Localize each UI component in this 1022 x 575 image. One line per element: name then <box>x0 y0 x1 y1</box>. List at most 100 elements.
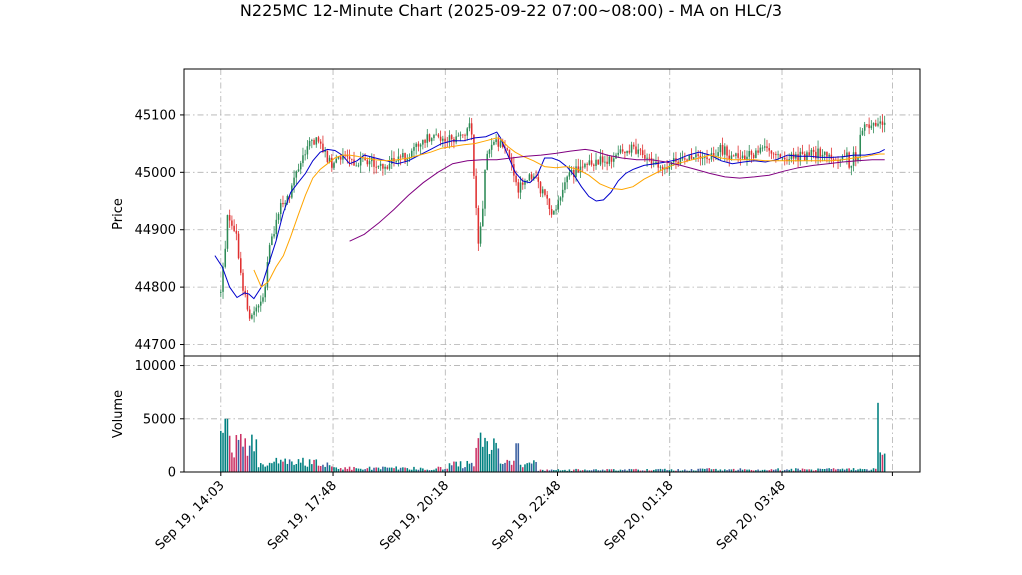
volume-bar <box>803 469 806 472</box>
candle-body <box>619 149 622 153</box>
candle-body <box>317 137 320 142</box>
volume-bar <box>812 470 815 472</box>
volume-bar <box>695 470 697 472</box>
volume-bar <box>559 470 562 472</box>
candle-body <box>803 153 806 161</box>
volume-bar <box>410 469 413 472</box>
volume-bar <box>632 469 635 472</box>
candle-body <box>271 236 273 246</box>
candle-body <box>701 157 704 159</box>
candle-body <box>630 144 633 153</box>
candle-body <box>257 305 260 308</box>
candle-body <box>484 169 486 209</box>
candle-body <box>863 124 866 131</box>
candle-body <box>732 155 735 157</box>
volume-bar <box>755 470 757 472</box>
volume-bar <box>677 469 679 472</box>
volume-bar <box>875 468 877 472</box>
volume-bar <box>857 469 859 472</box>
candle-body <box>866 124 868 126</box>
candle-body <box>530 174 533 179</box>
volume-bar <box>404 467 406 472</box>
volume-bar <box>417 469 420 472</box>
volume-bar <box>819 468 822 472</box>
candle-body <box>697 154 699 156</box>
volume-bar <box>843 469 846 472</box>
candle-body <box>515 175 517 183</box>
candle-body <box>473 134 475 176</box>
candle-body <box>761 147 764 149</box>
volume-bar <box>424 469 426 472</box>
volume-bar <box>870 469 873 472</box>
volume-bar <box>386 467 389 472</box>
volume-bar <box>601 469 604 472</box>
volume-bar <box>430 470 433 472</box>
candle-body <box>812 149 815 152</box>
candle-body <box>466 128 469 136</box>
volume-bar <box>761 469 764 472</box>
candle-body <box>681 158 684 160</box>
candle-body <box>488 149 491 154</box>
candle-body <box>624 151 626 154</box>
candle-body <box>659 166 662 168</box>
candle-body <box>508 149 511 159</box>
volume-bar <box>486 441 489 472</box>
volume-bar <box>593 469 595 472</box>
volume-bar <box>364 469 366 472</box>
volume-bar <box>288 459 291 472</box>
candle-body <box>333 162 335 168</box>
x-axis-ticks: Sep 19, 14:03 Sep 19, 17:48 Sep 19, 20:18 S… <box>153 472 893 553</box>
volume-bar <box>788 469 790 472</box>
candle-body <box>546 194 548 199</box>
volume-bar <box>732 468 735 472</box>
candle-body <box>724 146 726 155</box>
volume-bar <box>715 468 717 472</box>
candle-body <box>455 136 457 143</box>
candle-body <box>275 219 278 235</box>
candle-body <box>752 154 755 159</box>
candle-body <box>757 150 759 153</box>
candle-body <box>406 158 409 162</box>
volume-bar <box>433 469 435 472</box>
volume-bar <box>744 469 746 472</box>
volume-bar <box>783 469 786 472</box>
volume-bar <box>652 469 655 472</box>
candle-body <box>448 135 451 142</box>
volume-bar <box>324 466 326 472</box>
candle-body <box>304 154 306 156</box>
candle-body <box>220 291 222 293</box>
volume-bar <box>797 468 799 472</box>
volume-bar <box>659 468 662 472</box>
volume-bar <box>384 466 386 472</box>
volume-bar <box>815 470 817 472</box>
volume-bar <box>868 470 870 472</box>
candle-body <box>555 209 557 211</box>
candle-body <box>468 123 471 129</box>
volume-bar <box>428 470 431 472</box>
candle-body <box>315 137 318 145</box>
volume-bar <box>699 468 702 472</box>
volume-bar <box>422 468 424 472</box>
volume-bar <box>299 462 302 472</box>
candle-body <box>648 157 651 159</box>
volume-bar <box>828 468 830 472</box>
volume-bar <box>697 468 699 472</box>
volume-bar <box>855 470 857 472</box>
candle-body <box>553 210 555 215</box>
volume-bar <box>817 468 819 472</box>
candle-body <box>690 155 693 159</box>
candle-body <box>246 294 249 310</box>
candle-body <box>632 144 635 147</box>
volume-bar <box>766 470 768 472</box>
candle-body <box>517 182 520 193</box>
volume-bar <box>841 468 844 472</box>
price-candles <box>220 114 886 323</box>
candle-body <box>763 146 766 148</box>
candle-body <box>823 151 826 155</box>
candle-body <box>279 202 282 215</box>
candle-body <box>368 161 371 165</box>
candle-body <box>273 234 275 237</box>
candle-body <box>861 130 864 135</box>
candle-body <box>726 146 728 156</box>
